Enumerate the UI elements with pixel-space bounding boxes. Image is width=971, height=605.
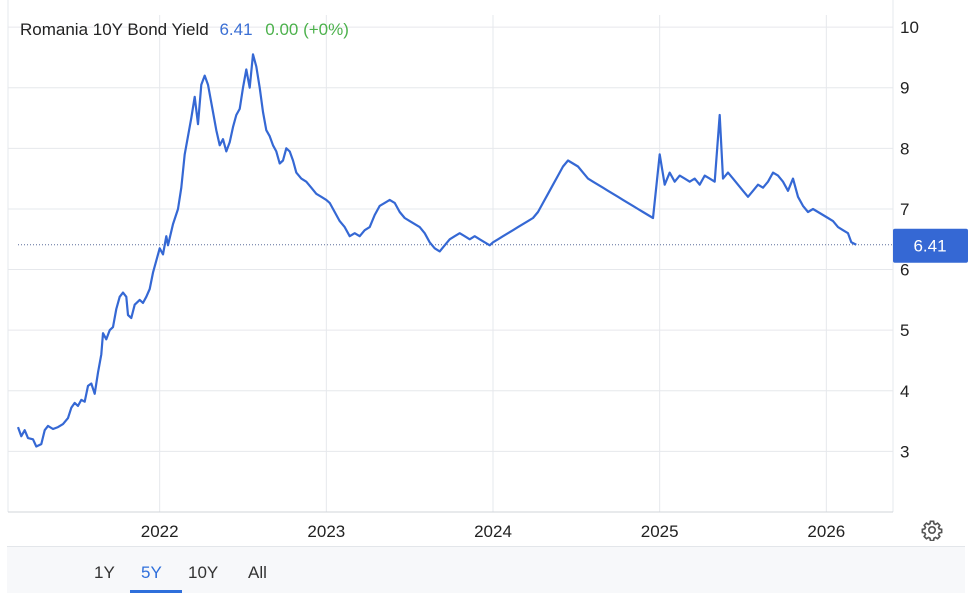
chart-title: Romania 10Y Bond Yield	[20, 20, 209, 39]
gear-icon[interactable]	[921, 519, 943, 542]
last-value-badge: 6.41	[893, 228, 968, 263]
range-button-1y[interactable]: 1Y	[94, 563, 115, 582]
y-tick-label: 7	[900, 200, 909, 219]
range-button-10y[interactable]: 10Y	[188, 563, 219, 582]
bond-yield-chart: 2022 2023 2024 2025 2026 3 4 5 6 7 8 9 10 6.41	[7, 0, 968, 541]
y-tick-label: 6	[900, 261, 909, 280]
y-tick-label: 10	[900, 18, 919, 37]
y-tick-label: 9	[900, 79, 909, 98]
x-tick-label: 2024	[474, 522, 512, 541]
range-selector: 1Y 5Y 10Y All	[7, 546, 965, 593]
last-value: 6.41	[219, 20, 253, 39]
change-value: 0.00 (+0%)	[265, 20, 349, 39]
last-value-badge-label: 6.41	[913, 237, 946, 256]
y-tick-label: 8	[900, 139, 909, 158]
range-button-5y[interactable]: 5Y	[141, 563, 162, 582]
range-button-all[interactable]: All	[248, 563, 267, 582]
y-tick-label: 3	[900, 442, 909, 461]
chart-grid	[7, 0, 894, 513]
yield-series-line	[16, 53, 857, 448]
x-tick-label: 2022	[141, 522, 179, 541]
x-axis-ticks: 2022 2023 2024 2025 2026	[141, 522, 845, 541]
x-tick-label: 2025	[641, 522, 679, 541]
y-axis-ticks: 3 4 5 6 7 8 9 10	[900, 18, 919, 461]
y-tick-label: 5	[900, 321, 909, 340]
y-tick-label: 4	[900, 382, 909, 401]
x-tick-label: 2023	[307, 522, 345, 541]
x-tick-label: 2026	[807, 522, 845, 541]
chart-header: Romania 10Y Bond Yield 6.41 0.00 (+0%)	[20, 20, 349, 40]
active-range-underline	[130, 590, 182, 593]
